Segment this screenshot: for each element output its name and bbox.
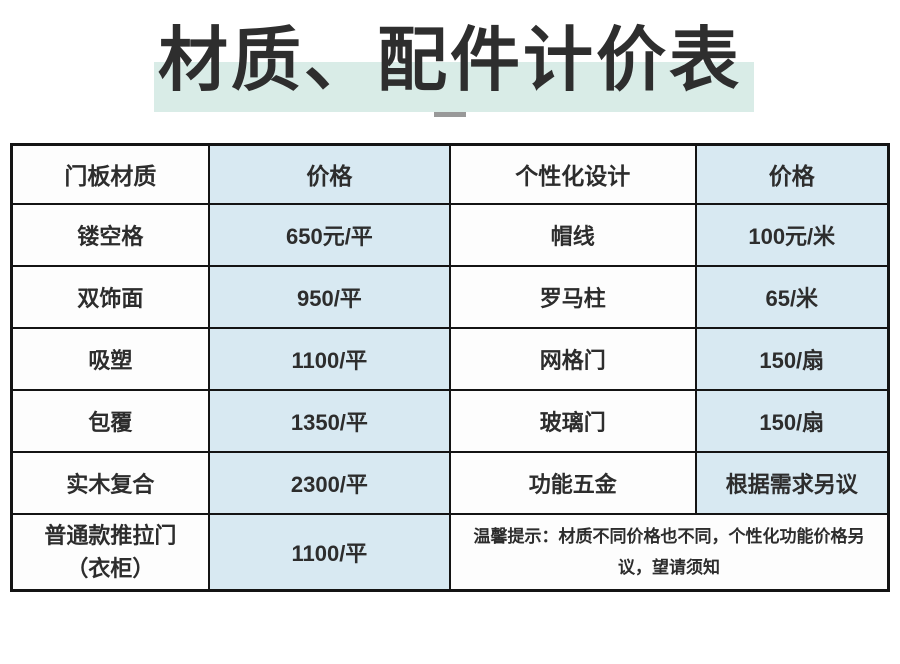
table-row: 包覆 1350/平 玻璃门 150/扇 xyxy=(10,389,890,453)
header-price-2: 价格 xyxy=(694,143,890,205)
price-cell: 根据需求另议 xyxy=(694,451,890,515)
design-cell: 帽线 xyxy=(448,203,697,267)
title-highlight-band xyxy=(154,62,754,112)
page-header: 材质、配件计价表 xyxy=(0,0,900,117)
material-cell: 镂空格 xyxy=(10,203,210,267)
material-cell: 普通款推拉门（衣柜） xyxy=(10,513,210,592)
price-cell: 1350/平 xyxy=(207,389,451,453)
material-cell: 双饰面 xyxy=(10,265,210,329)
table-row-last: 普通款推拉门（衣柜） 1100/平 温馨提示：材质不同价格也不同，个性化功能价格… xyxy=(10,513,890,592)
header-door-material: 门板材质 xyxy=(10,143,210,205)
design-cell: 功能五金 xyxy=(448,451,697,515)
header-price-1: 价格 xyxy=(207,143,451,205)
table-row: 镂空格 650元/平 帽线 100元/米 xyxy=(10,203,890,267)
price-cell: 150/扇 xyxy=(694,389,890,453)
header-custom-design: 个性化设计 xyxy=(448,143,697,205)
price-cell: 100元/米 xyxy=(694,203,890,267)
price-cell: 2300/平 xyxy=(207,451,451,515)
title-divider-dash xyxy=(434,111,466,117)
material-cell: 包覆 xyxy=(10,389,210,453)
price-cell: 65/米 xyxy=(694,265,890,329)
table-row: 实木复合 2300/平 功能五金 根据需求另议 xyxy=(10,451,890,515)
table-row: 双饰面 950/平 罗马柱 65/米 xyxy=(10,265,890,329)
table-row: 吸塑 1100/平 网格门 150/扇 xyxy=(10,327,890,391)
notice-cell: 温馨提示：材质不同价格也不同，个性化功能价格另议，望请须知 xyxy=(448,513,890,592)
title-block: 材质、配件计价表 xyxy=(154,21,754,112)
price-cell: 1100/平 xyxy=(207,327,451,391)
price-cell: 150/扇 xyxy=(694,327,890,391)
table-header-row: 门板材质 价格 个性化设计 价格 xyxy=(10,143,890,205)
page-title: 材质、配件计价表 xyxy=(158,21,742,99)
design-cell: 玻璃门 xyxy=(448,389,697,453)
design-cell: 罗马柱 xyxy=(448,265,697,329)
material-cell: 吸塑 xyxy=(10,327,210,391)
design-cell: 网格门 xyxy=(448,327,697,391)
material-cell: 实木复合 xyxy=(10,451,210,515)
price-cell: 650元/平 xyxy=(207,203,451,267)
price-cell: 950/平 xyxy=(207,265,451,329)
pricing-table: 门板材质 价格 个性化设计 价格 镂空格 650元/平 帽线 100元/米 双饰… xyxy=(10,142,890,592)
price-cell: 1100/平 xyxy=(207,513,451,592)
